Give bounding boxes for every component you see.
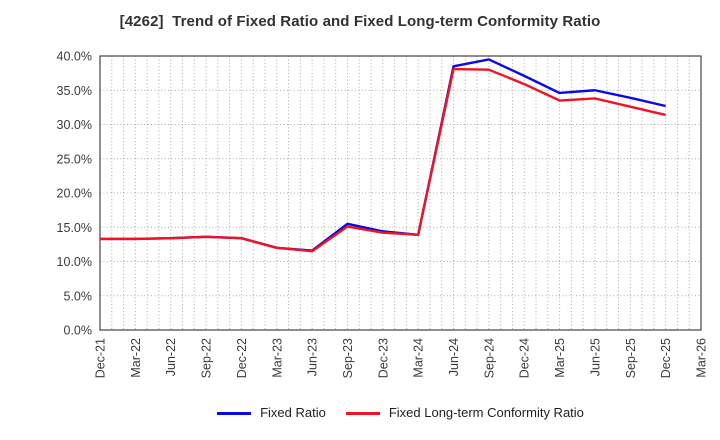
y-tick-label: 35.0% [57, 84, 92, 98]
x-tick-label: Dec-25 [659, 338, 673, 378]
x-tick-label: Mar-26 [695, 338, 709, 378]
legend: Fixed Ratio Fixed Long-term Conformity R… [100, 404, 701, 422]
x-tick-label: Sep-25 [624, 338, 638, 378]
x-tick-label: Sep-22 [200, 338, 214, 378]
x-tick-label: Jun-23 [306, 338, 320, 376]
x-tick-label: Mar-23 [270, 338, 284, 378]
x-tick-label: Jun-25 [588, 338, 602, 376]
y-tick-label: 40.0% [57, 50, 92, 64]
y-tick-label: 30.0% [57, 118, 92, 132]
legend-item-fixed-long-term-conformity-ratio: Fixed Long-term Conformity Ratio [345, 405, 584, 421]
x-tick-label: Dec-21 [94, 338, 108, 378]
y-tick-label: 25.0% [57, 152, 92, 166]
chart-title: [4262] Trend of Fixed Ratio and Fixed Lo… [119, 13, 601, 30]
fixed-long-term-conformity-ratio-line-swatch [345, 411, 380, 415]
x-tick-label: Mar-24 [412, 338, 426, 378]
y-tick-label: 0.0% [64, 324, 93, 338]
x-tick-label: Dec-22 [235, 338, 249, 378]
plot-border [99, 55, 702, 331]
x-tick-label: Dec-24 [518, 338, 532, 378]
legend-item-fixed-ratio: Fixed Ratio [217, 405, 326, 421]
x-tick-label: Sep-23 [341, 338, 355, 378]
x-tick-label: Mar-25 [553, 338, 567, 378]
x-tick-label: Dec-23 [376, 338, 390, 378]
x-tick-label: Jun-24 [447, 338, 461, 376]
legend-label: Fixed Long-term Conformity Ratio [388, 405, 584, 420]
y-tick-label: 5.0% [64, 289, 93, 303]
fixed-long-term-conformity-ratio-line [100, 67, 666, 253]
y-tick-label: 10.0% [57, 255, 92, 269]
x-tick-label: Sep-24 [482, 338, 496, 378]
x-tick-label: Mar-22 [129, 338, 143, 378]
legend-label: Fixed Ratio [260, 405, 326, 420]
fixed-ratio-line-swatch [217, 411, 252, 415]
y-tick-label: 20.0% [57, 187, 92, 201]
y-tick-label: 15.0% [57, 221, 92, 235]
x-tick-label: Jun-22 [164, 338, 178, 376]
